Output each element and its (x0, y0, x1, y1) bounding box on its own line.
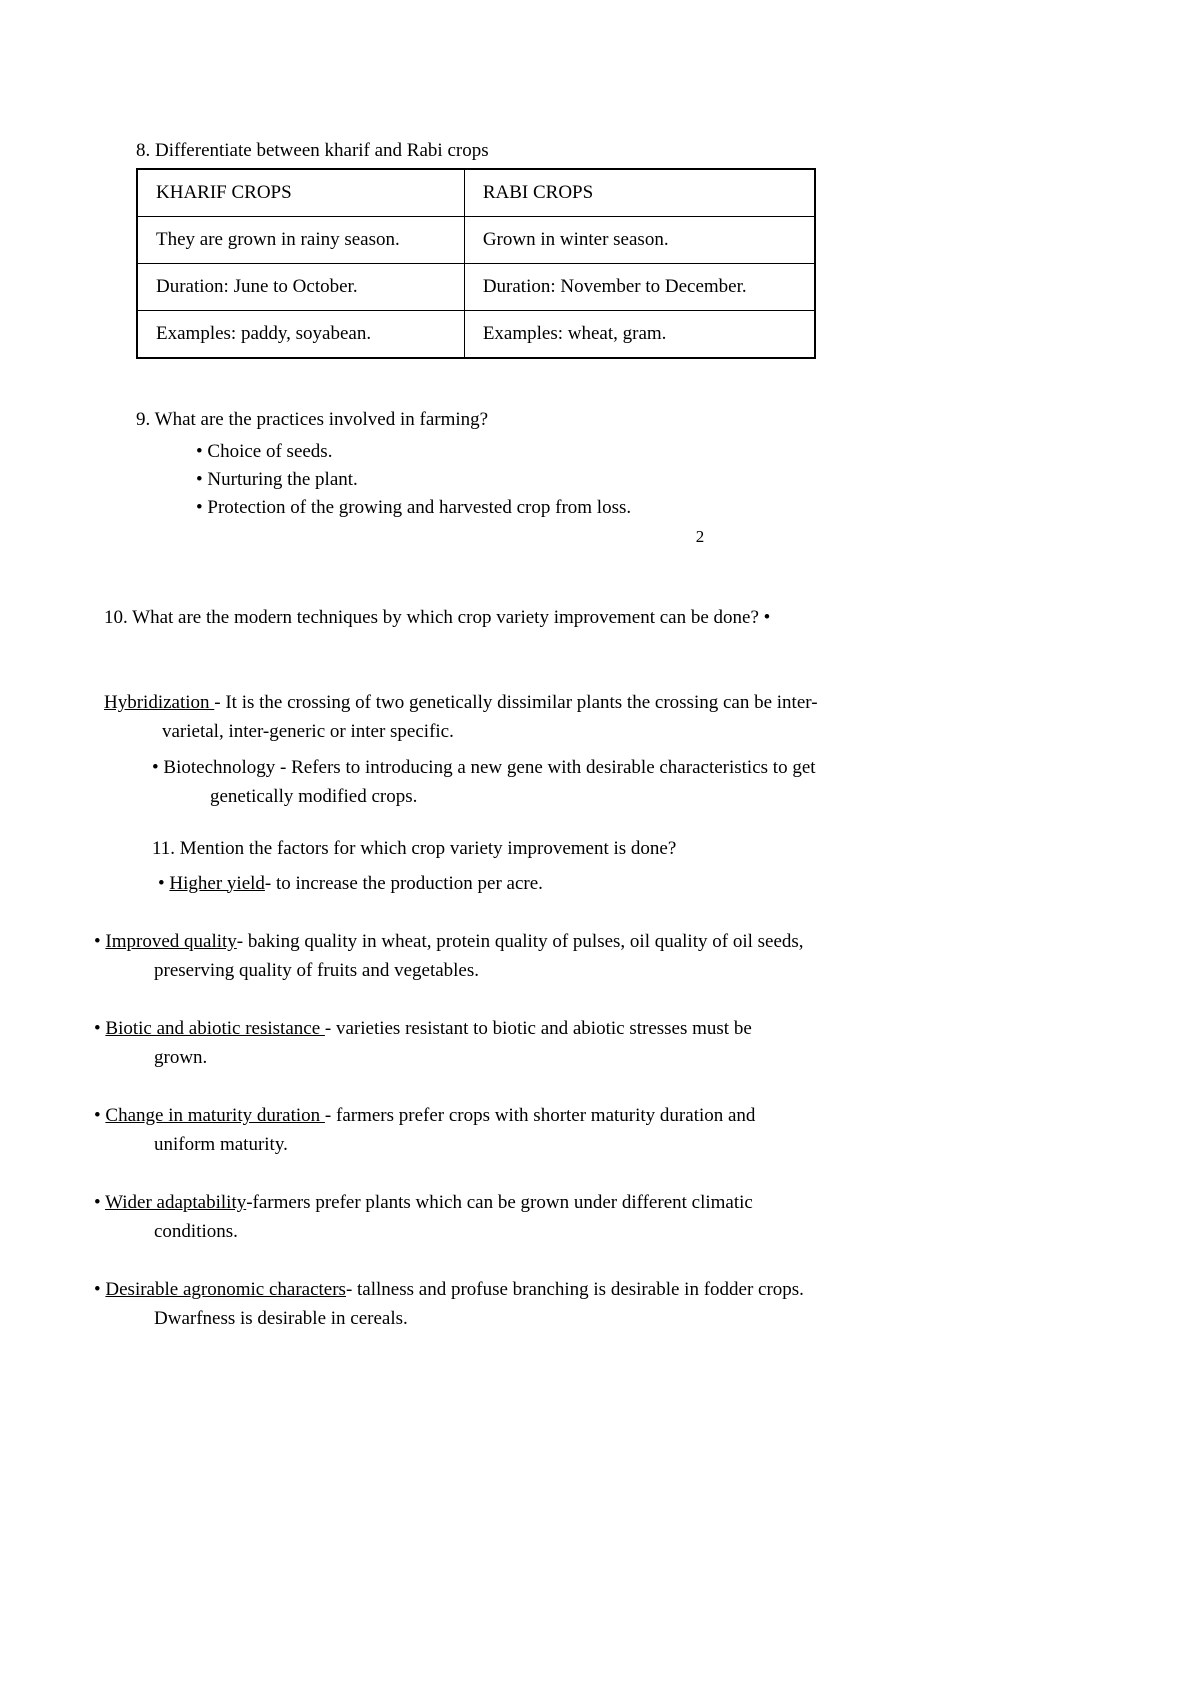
hybridization-text-1: - It is the crossing of two genetically … (214, 692, 817, 713)
question-9-title: 9. What are the practices involved in fa… (136, 409, 1100, 431)
question-10: 10. What are the modern techniques by wh… (104, 607, 1100, 629)
adaptability-label: Wider adaptability (105, 1192, 246, 1213)
table-cell: Examples: paddy, soyabean. (137, 311, 464, 359)
question-9-list: Choice of seeds. Nurturing the plant. Pr… (196, 441, 1100, 519)
adaptability-text-2: conditions. (154, 1218, 1100, 1247)
improved-quality-text-1: - baking quality in wheat, protein quali… (237, 931, 804, 952)
table-cell: Duration: November to December. (464, 264, 815, 311)
maturity-text-2: uniform maturity. (154, 1131, 1100, 1160)
higher-yield-label: Higher yield (169, 873, 265, 894)
factor-adaptability: • Wider adaptability-farmers prefer plan… (94, 1189, 1100, 1246)
agronomic-label: Desirable agronomic characters (105, 1279, 346, 1300)
list-item: Choice of seeds. (196, 441, 1100, 463)
table-cell: Grown in winter season. (464, 217, 815, 264)
maturity-label: Change in maturity duration (105, 1105, 325, 1126)
question-8-title: 8. Differentiate between kharif and Rabi… (136, 140, 1100, 162)
improved-quality-label: Improved quality (105, 931, 236, 952)
crops-table: KHARIF CROPS RABI CROPS They are grown i… (136, 168, 816, 359)
hybridization-section: Hybridization - It is the crossing of tw… (104, 689, 1100, 1333)
list-item: Protection of the growing and harvested … (196, 497, 1100, 519)
agronomic-text-2: Dwarfness is desirable in cereals. (154, 1305, 1100, 1334)
hybridization-para: Hybridization - It is the crossing of tw… (104, 689, 1100, 746)
table-header-rabi: RABI CROPS (464, 169, 815, 217)
list-item: Nurturing the plant. (196, 469, 1100, 491)
factor-higher-yield: • Higher yield- to increase the producti… (158, 870, 1100, 899)
table-cell: Examples: wheat, gram. (464, 311, 815, 359)
biotech-line-2: genetically modified crops. (210, 783, 1100, 812)
higher-yield-text: - to increase the production per acre. (265, 873, 543, 894)
biotech-line-1: • Biotechnology - Refers to introducing … (152, 757, 816, 778)
page-number: 2 (300, 527, 1100, 547)
table-cell: They are grown in rainy season. (137, 217, 464, 264)
hybridization-label: Hybridization (104, 692, 214, 713)
biotic-text-1: - varieties resistant to biotic and abio… (325, 1018, 752, 1039)
table-header-kharif: KHARIF CROPS (137, 169, 464, 217)
table-row: Examples: paddy, soyabean. Examples: whe… (137, 311, 815, 359)
factor-maturity: • Change in maturity duration - farmers … (94, 1102, 1100, 1159)
hybridization-text-2: varietal, inter-generic or inter specifi… (162, 718, 1100, 747)
adaptability-text-1: -farmers prefer plants which can be grow… (246, 1192, 753, 1213)
maturity-text-1: - farmers prefer crops with shorter matu… (325, 1105, 756, 1126)
factor-agronomic: • Desirable agronomic characters- tallne… (94, 1276, 1100, 1333)
biotechnology-para: • Biotechnology - Refers to introducing … (152, 754, 1100, 811)
question-9: 9. What are the practices involved in fa… (136, 409, 1100, 519)
biotic-label: Biotic and abiotic resistance (105, 1018, 324, 1039)
table-row: They are grown in rainy season. Grown in… (137, 217, 815, 264)
biotic-text-2: grown. (154, 1044, 1100, 1073)
table-row: Duration: June to October. Duration: Nov… (137, 264, 815, 311)
question-11-title: 11. Mention the factors for which crop v… (152, 835, 1100, 864)
factor-biotic-abiotic: • Biotic and abiotic resistance - variet… (94, 1015, 1100, 1072)
table-cell: Duration: June to October. (137, 264, 464, 311)
factor-improved-quality: • Improved quality- baking quality in wh… (94, 928, 1100, 985)
improved-quality-text-2: preserving quality of fruits and vegetab… (154, 957, 1100, 986)
agronomic-text-1: - tallness and profuse branching is desi… (346, 1279, 804, 1300)
